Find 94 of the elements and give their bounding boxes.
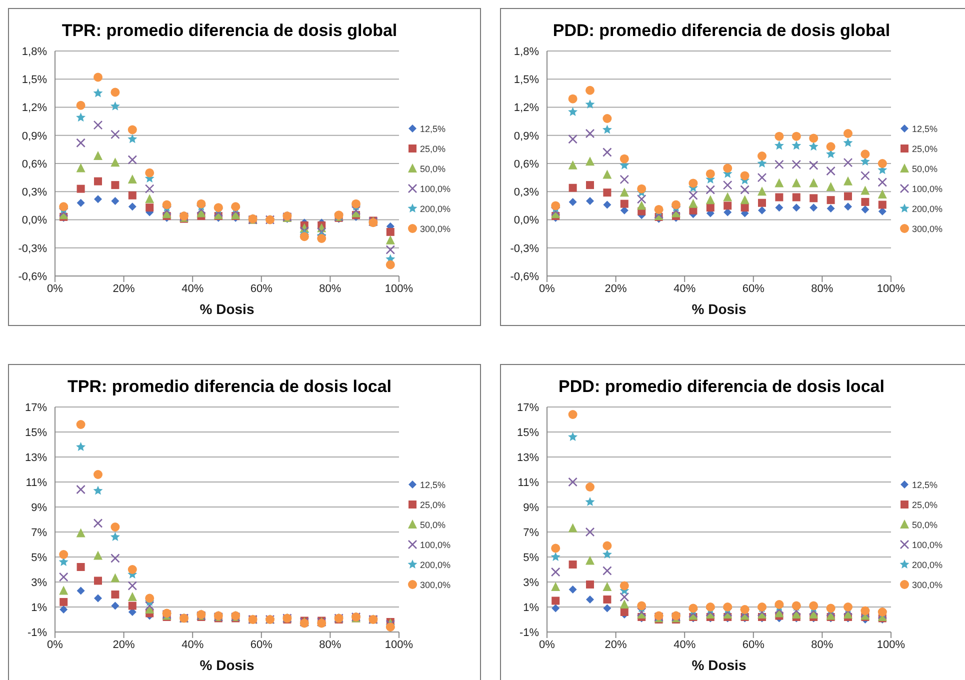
- y-tick-label: 1%: [523, 602, 540, 614]
- x-tick-label: 100%: [876, 638, 906, 651]
- y-tick-label: 3%: [31, 576, 48, 589]
- x-tick-label: 40%: [182, 282, 204, 295]
- legend-label: 12,5%: [420, 124, 446, 134]
- x-tick-label: 40%: [182, 638, 204, 651]
- y-tick-label: 0,0%: [22, 214, 48, 227]
- x-tick-label: 60%: [250, 282, 273, 295]
- legend-label: 25,0%: [420, 144, 446, 154]
- legend-label: 25,0%: [912, 144, 938, 154]
- y-tick-label: 5%: [31, 552, 48, 564]
- x-axis-title: % Dosis: [692, 301, 746, 317]
- y-tick-label: 13%: [516, 452, 540, 464]
- legend-label: 12,5%: [912, 480, 938, 490]
- chart-title: PDD: promedio diferencia de dosis global: [552, 21, 892, 41]
- y-tick-label: 7%: [31, 526, 48, 539]
- x-tick-label: 0%: [539, 638, 556, 651]
- x-tick-label: 0%: [539, 282, 556, 295]
- x-axis-title: % Dosis: [692, 657, 746, 673]
- legend-label: 25,0%: [912, 500, 938, 510]
- y-tick-label: 1,5%: [22, 74, 48, 86]
- x-tick-label: 20%: [604, 282, 628, 295]
- y-tick-label: 0,6%: [514, 158, 540, 170]
- x-tick-label: 20%: [112, 282, 136, 295]
- legend-label: 50,0%: [912, 520, 938, 530]
- y-tick-label: 0,3%: [22, 186, 48, 199]
- x-tick-label: 40%: [674, 638, 696, 651]
- x-tick-label: 100%: [384, 282, 414, 295]
- y-tick-label: -0,3%: [510, 242, 540, 255]
- y-tick-label: 15%: [516, 426, 540, 439]
- legend-label: 50,0%: [420, 164, 446, 174]
- x-axis-title: % Dosis: [200, 301, 254, 317]
- y-tick-label: 1,5%: [514, 74, 540, 86]
- legend-label: 300,0%: [912, 224, 943, 234]
- x-tick-label: 0%: [47, 638, 64, 651]
- y-tick-label: -1%: [519, 626, 540, 639]
- y-tick-label: 3%: [523, 576, 540, 589]
- legend-label: 300,0%: [912, 580, 943, 590]
- x-tick-label: 20%: [112, 638, 136, 651]
- y-tick-label: 1,2%: [514, 102, 540, 114]
- y-tick-label: 17%: [516, 402, 540, 414]
- x-tick-label: 80%: [319, 638, 342, 651]
- y-tick-label: 1%: [31, 602, 48, 614]
- legend-label: 100,0%: [912, 540, 943, 550]
- y-tick-label: 0,6%: [22, 158, 48, 170]
- x-tick-label: 60%: [742, 638, 765, 651]
- legend-label: 100,0%: [912, 184, 943, 194]
- legend-label: 200,0%: [420, 560, 451, 570]
- chart-title: TPR: promedio diferencia de dosis global: [60, 21, 398, 41]
- x-tick-label: 0%: [47, 282, 64, 295]
- y-tick-label: 0,9%: [22, 130, 48, 142]
- y-tick-label: 9%: [31, 502, 48, 514]
- legend-label: 25,0%: [420, 500, 446, 510]
- chart-title: TPR: promedio diferencia de dosis local: [66, 377, 392, 397]
- legend-label: 300,0%: [420, 224, 451, 234]
- y-tick-label: -0,6%: [510, 270, 540, 283]
- legend-label: 12,5%: [420, 480, 446, 490]
- y-tick-label: 9%: [523, 502, 540, 514]
- x-tick-label: 80%: [811, 282, 834, 295]
- y-tick-label: 17%: [24, 402, 48, 414]
- x-tick-label: 60%: [742, 282, 765, 295]
- legend-label: 300,0%: [420, 580, 451, 590]
- legend-label: 100,0%: [420, 184, 451, 194]
- legend-label: 100,0%: [420, 540, 451, 550]
- y-tick-label: 11%: [518, 476, 540, 489]
- y-tick-label: 7%: [523, 526, 540, 539]
- y-tick-label: -1%: [27, 626, 48, 639]
- y-tick-label: 11%: [26, 476, 48, 489]
- legend-label: 50,0%: [420, 520, 446, 530]
- y-tick-label: -0,3%: [18, 242, 48, 255]
- y-tick-label: 0,9%: [514, 130, 540, 142]
- x-tick-label: 20%: [604, 638, 628, 651]
- x-tick-label: 40%: [674, 282, 696, 295]
- x-tick-label: 100%: [384, 638, 414, 651]
- y-tick-label: 1,2%: [22, 102, 48, 114]
- x-tick-label: 80%: [811, 638, 834, 651]
- chart-title: PDD: promedio diferencia de dosis local: [558, 377, 886, 397]
- legend-label: 200,0%: [420, 204, 451, 214]
- legend-label: 200,0%: [912, 204, 943, 214]
- y-tick-label: 5%: [523, 552, 540, 564]
- y-tick-label: 0,3%: [514, 186, 540, 199]
- x-tick-label: 80%: [319, 282, 342, 295]
- y-tick-label: 0,0%: [514, 214, 540, 227]
- y-tick-label: 13%: [24, 452, 48, 464]
- y-tick-label: -0,6%: [18, 270, 48, 283]
- y-tick-label: 1,8%: [22, 46, 48, 58]
- y-tick-label: 1,8%: [514, 46, 540, 58]
- y-tick-label: 15%: [24, 426, 48, 439]
- legend-label: 200,0%: [912, 560, 943, 570]
- x-axis-title: % Dosis: [200, 657, 254, 673]
- legend-label: 12,5%: [912, 124, 938, 134]
- x-tick-label: 60%: [250, 638, 273, 651]
- x-tick-label: 100%: [876, 282, 906, 295]
- legend-label: 50,0%: [912, 164, 938, 174]
